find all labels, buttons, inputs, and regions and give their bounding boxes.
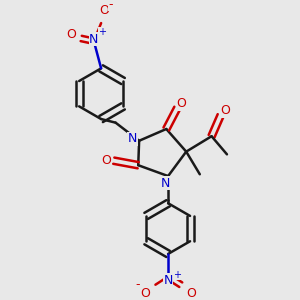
Text: O: O	[177, 97, 187, 110]
Text: N: N	[89, 33, 99, 46]
Text: +: +	[98, 27, 106, 37]
Text: O: O	[140, 287, 150, 300]
Text: N: N	[161, 177, 170, 190]
Text: N: N	[164, 274, 173, 287]
Text: N: N	[128, 133, 137, 146]
Text: O: O	[186, 287, 196, 300]
Text: O: O	[220, 104, 230, 117]
Text: O: O	[102, 154, 112, 167]
Text: O: O	[66, 28, 76, 41]
Text: -: -	[135, 278, 140, 291]
Text: -: -	[109, 0, 113, 11]
Text: +: +	[173, 270, 181, 280]
Text: O: O	[99, 4, 109, 17]
